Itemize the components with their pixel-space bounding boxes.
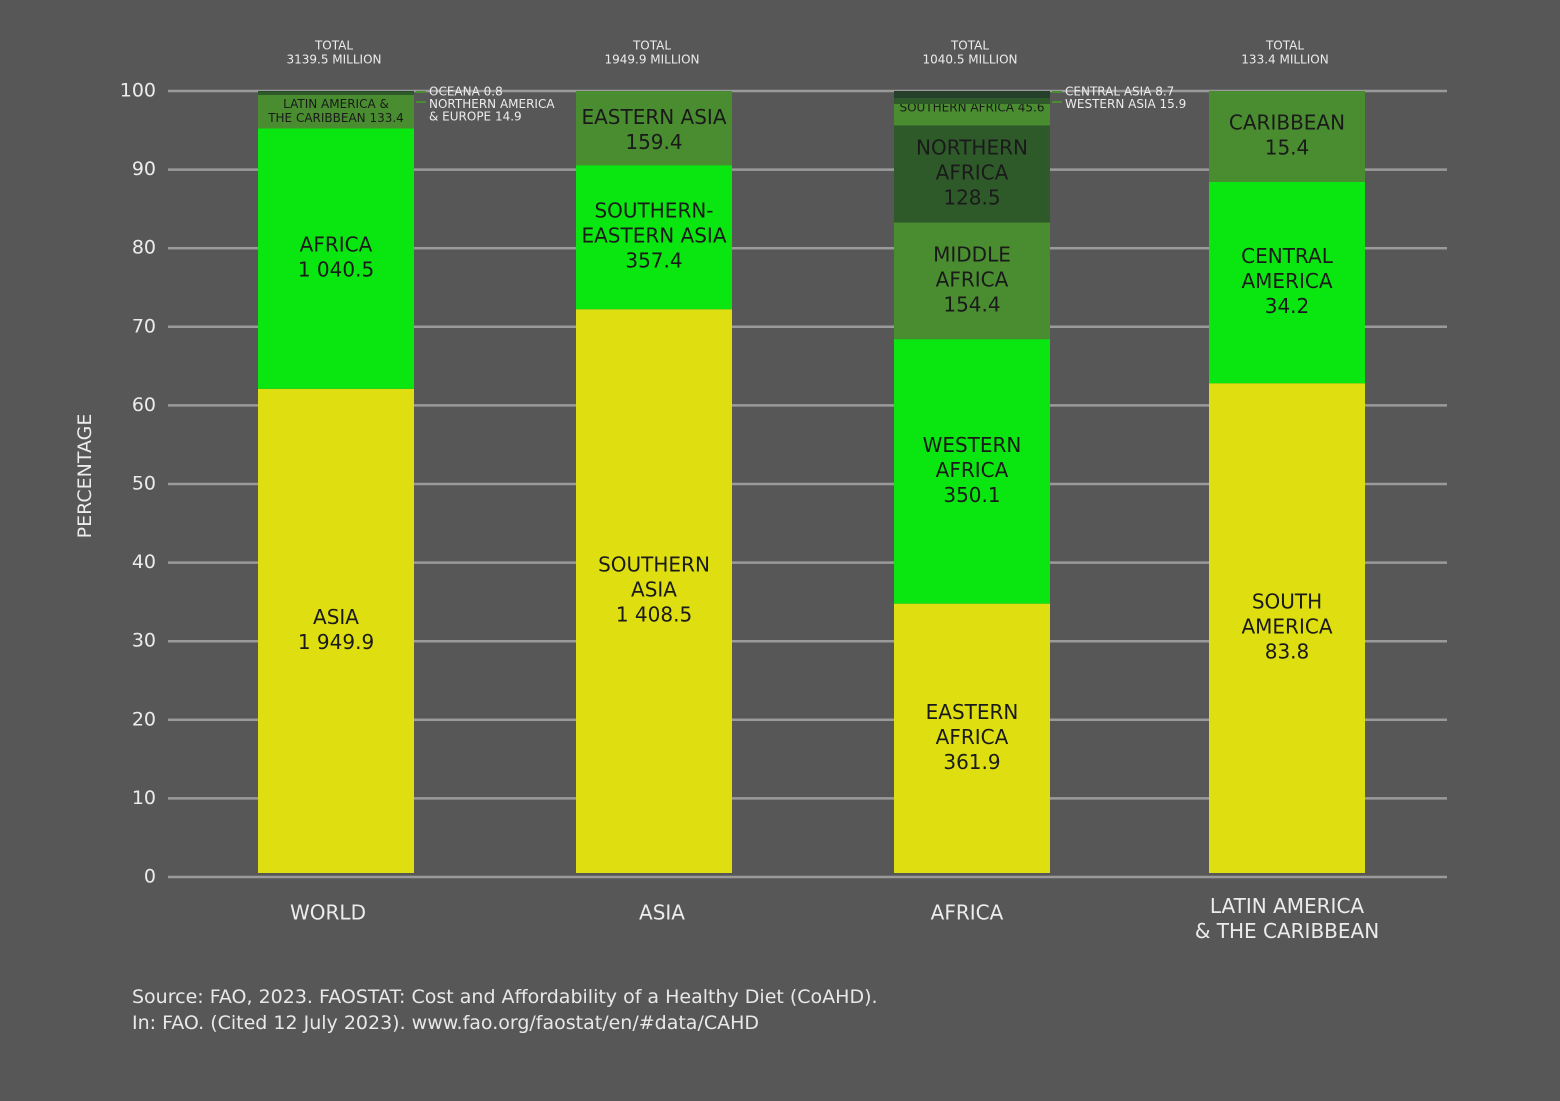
x-category-label: AFRICA	[931, 901, 1004, 925]
segment-label: WESTERN	[923, 433, 1022, 457]
segment-label: CENTRAL	[1241, 244, 1334, 268]
total-label: TOTAL	[1265, 39, 1304, 53]
bar-segment	[894, 98, 1050, 104]
source-note: Source: FAO, 2023. FAOSTAT: Cost and Aff…	[132, 984, 878, 1036]
segment-label: 1 408.5	[616, 603, 692, 627]
segment-label: AMERICA	[1241, 269, 1332, 293]
segment-label: ASIA	[631, 578, 677, 602]
y-tick-label: 80	[132, 237, 156, 259]
x-category-label: WORLD	[290, 901, 366, 925]
segment-label: AFRICA	[936, 458, 1009, 482]
y-tick-label: 70	[132, 315, 156, 337]
y-tick-label: 90	[132, 158, 156, 180]
y-tick-label: 0	[144, 866, 156, 888]
bar-segment	[576, 94, 732, 101]
bar-segment	[258, 91, 414, 92]
bar-segment	[576, 309, 732, 873]
y-tick-label: 100	[120, 80, 156, 102]
segment-label: 357.4	[625, 249, 682, 273]
total-label: 3139.5 MILLION	[286, 53, 381, 67]
segment-label: SOUTHERN	[598, 553, 710, 577]
callout-label: NORTHERN AMERICA	[429, 97, 555, 111]
segment-label: MIDDLE	[933, 242, 1011, 266]
y-tick-label: 60	[132, 394, 156, 416]
segment-label: 34.2	[1265, 294, 1310, 318]
segment-label: AMERICA	[1241, 615, 1332, 639]
total-label: TOTAL	[314, 39, 353, 53]
segment-label: AFRICA	[300, 233, 373, 257]
bar-segment	[894, 339, 1050, 604]
bar-segment	[258, 388, 414, 873]
total-label: TOTAL	[950, 39, 989, 53]
segment-label: EASTERN	[926, 700, 1019, 724]
bar-segment	[576, 100, 732, 166]
x-category-label: LATIN AMERICA	[1210, 894, 1364, 918]
y-tick-label: 50	[132, 473, 156, 495]
source-line-2: In: FAO. (Cited 12 July 2023). www.fao.o…	[132, 1012, 760, 1034]
bar-segment	[1209, 383, 1365, 873]
bar-segment	[1209, 91, 1365, 182]
segment-label: SOUTHERN-	[594, 199, 713, 223]
bar-segment	[894, 91, 1050, 98]
segment-label: 128.5	[943, 185, 1000, 209]
segment-label: 361.9	[943, 750, 1000, 774]
total-label: 1040.5 MILLION	[922, 53, 1017, 67]
source-line-1: Source: FAO, 2023. FAOSTAT: Cost and Aff…	[132, 986, 878, 1008]
segment-label: 159.4	[625, 130, 682, 154]
segment-label: 1 040.5	[298, 258, 374, 282]
segment-label: 15.4	[1265, 135, 1310, 159]
y-tick-label: 30	[132, 630, 156, 652]
y-tick-label: 10	[132, 787, 156, 809]
segment-label: 154.4	[943, 292, 1000, 316]
bar-segment	[894, 222, 1050, 340]
bar-segment	[576, 165, 732, 310]
total-label: TOTAL	[632, 39, 671, 53]
total-label: 133.4 MILLION	[1241, 53, 1328, 67]
segment-label: 1 949.9	[298, 630, 374, 654]
bar-segment	[258, 91, 414, 95]
segment-label: 350.1	[943, 483, 1000, 507]
segment-label: CARIBBEAN	[1229, 110, 1345, 134]
segment-label: THE CARIBBEAN 133.4	[267, 111, 404, 125]
segment-label: EASTERN ASIA	[581, 224, 726, 248]
bar-segment	[258, 128, 414, 389]
y-tick-label: 20	[132, 708, 156, 730]
segment-label: SOUTH	[1252, 590, 1322, 614]
segment-label: NORTHERN	[916, 135, 1028, 159]
y-axis-label: PERCENTAGE	[74, 414, 96, 539]
segment-label: 83.8	[1265, 640, 1310, 664]
segment-label: SOUTHERN AFRICA 45.6	[899, 101, 1044, 115]
segment-label: AFRICA	[936, 267, 1009, 291]
segment-label: ASIA	[313, 605, 359, 629]
bar-segment	[894, 603, 1050, 873]
callout-label: & EUROPE 14.9	[429, 110, 522, 124]
bar-segment	[1209, 181, 1365, 384]
y-tick-label: 40	[132, 551, 156, 573]
x-category-label: ASIA	[639, 901, 685, 925]
segment-label: EASTERN ASIA	[581, 105, 726, 129]
callout-label: WESTERN ASIA 15.9	[1065, 97, 1186, 111]
bar-segment	[258, 94, 414, 129]
bar-segment	[894, 125, 1050, 223]
total-label: 1949.9 MILLION	[604, 53, 699, 67]
callout-label: CENTRAL ASIA 8.7	[1065, 85, 1174, 99]
callout-label: OCEANA 0.8	[429, 85, 503, 99]
segment-label: AFRICA	[936, 725, 1009, 749]
segment-label: LATIN AMERICA &	[283, 97, 389, 111]
segment-label: AFRICA	[936, 160, 1009, 184]
bar-segment	[576, 91, 732, 95]
x-category-label: & THE CARIBBEAN	[1195, 919, 1379, 943]
